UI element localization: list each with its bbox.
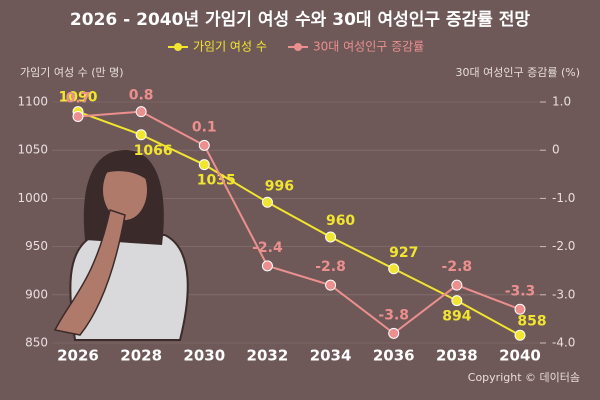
y-axis-label: 가임기 여성 수 (만 명) [20, 66, 124, 79]
x-tick-label: 2028 [120, 347, 162, 365]
data-label: 996 [265, 178, 294, 194]
data-point [198, 159, 210, 171]
legend-label: 30대 여성인구 증감률 [313, 40, 424, 54]
data-point [388, 327, 400, 339]
chart-title: 2026 - 2040년 가임기 여성 수와 30대 여성인구 증감률 전망 [70, 9, 530, 30]
data-label: 927 [389, 245, 418, 261]
data-label: 1066 [134, 143, 173, 159]
y2-tick-label: -3.0 [552, 287, 575, 301]
data-point [261, 196, 273, 208]
data-label: -2.4 [252, 240, 283, 256]
data-label: 894 [442, 309, 471, 325]
data-point [135, 129, 147, 141]
y2-tick-label: 1.0 [552, 95, 571, 109]
x-tick-label: 2036 [373, 347, 415, 365]
data-point [514, 329, 526, 341]
y2-tick-label: 0 [552, 143, 560, 157]
data-point [325, 231, 337, 243]
y-tick-label: 1000 [17, 191, 48, 205]
y2-axis-label: 30대 여성인구 증감률 (%) [456, 66, 580, 79]
data-label: 0.1 [192, 119, 217, 135]
data-label: -3.3 [505, 283, 536, 299]
y-tick-label: 1050 [17, 143, 48, 157]
data-point [451, 279, 463, 291]
y2-tick-label: -4.0 [552, 336, 575, 350]
data-point [388, 263, 400, 275]
data-label: 0.7 [66, 90, 91, 106]
data-point [514, 303, 526, 315]
data-label: 1035 [197, 173, 236, 189]
legend-marker [174, 43, 182, 51]
data-point [325, 279, 337, 291]
x-tick-label: 2032 [247, 347, 289, 365]
y-tick-label: 950 [25, 239, 48, 253]
footer: Copyright © 데이터솜 [468, 371, 580, 384]
data-label: 0.8 [129, 88, 154, 104]
data-point [135, 106, 147, 118]
legend-label: 가임기 여성 수 [193, 40, 267, 54]
series-line [77, 110, 521, 335]
data-label: 1090 [59, 90, 98, 106]
series-line [77, 110, 521, 337]
data-label: -3.8 [378, 307, 409, 323]
data-label: 858 [517, 313, 546, 329]
data-label: -2.8 [442, 259, 473, 275]
x-tick-label: 2030 [183, 347, 225, 365]
data-point [72, 110, 84, 122]
data-point [261, 260, 273, 272]
data-label: -2.8 [315, 259, 346, 275]
y-tick-label: 900 [25, 287, 48, 301]
x-tick-label: 2038 [436, 347, 478, 365]
y-tick-label: 1100 [17, 95, 48, 109]
data-point [451, 295, 463, 307]
x-tick-label: 2040 [499, 347, 541, 365]
y2-tick-label: -2.0 [552, 239, 575, 253]
legend-marker [294, 43, 302, 51]
y-tick-label: 850 [25, 336, 48, 350]
x-tick-label: 2034 [310, 347, 352, 365]
y2-tick-label: -1.0 [552, 191, 575, 205]
x-tick-label: 2026 [57, 347, 99, 365]
data-point [198, 139, 210, 151]
illustration [53, 150, 189, 341]
data-label: 960 [326, 213, 355, 229]
